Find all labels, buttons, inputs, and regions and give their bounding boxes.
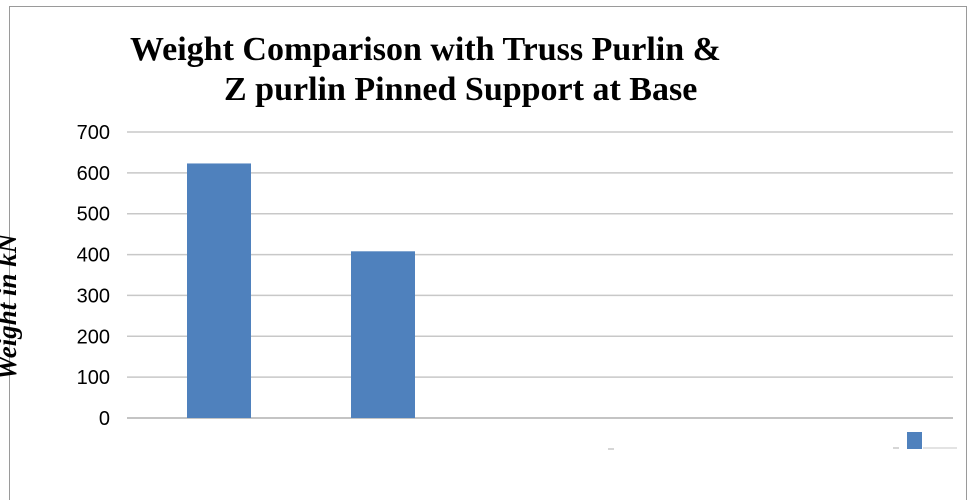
legend <box>893 432 957 449</box>
y-tick-label-100: 100 <box>77 367 110 389</box>
y-tick-label-200: 200 <box>77 326 110 348</box>
bar-2 <box>351 251 415 418</box>
chart-title: Weight Comparison with Truss Purlin & Z … <box>100 30 900 110</box>
y-tick-layer: 0 100 200 300 400 500 600 700 <box>77 122 110 430</box>
bar-1 <box>187 163 251 418</box>
y-tick-label-0: 0 <box>99 408 110 430</box>
grid-layer <box>127 131 953 419</box>
bar-layer <box>187 163 614 450</box>
chart-title-line-1: Weight Comparison with Truss Purlin & <box>130 31 721 68</box>
y-tick-label-400: 400 <box>77 245 110 267</box>
y-tick-label-300: 300 <box>77 285 110 307</box>
y-tick-label-700: 700 <box>77 122 110 144</box>
chart-title-line-2: Z purlin Pinned Support at Base <box>224 71 698 108</box>
y-tick-label-600: 600 <box>77 163 110 185</box>
y-tick-label-500: 500 <box>77 204 110 226</box>
legend-swatch <box>907 432 922 449</box>
